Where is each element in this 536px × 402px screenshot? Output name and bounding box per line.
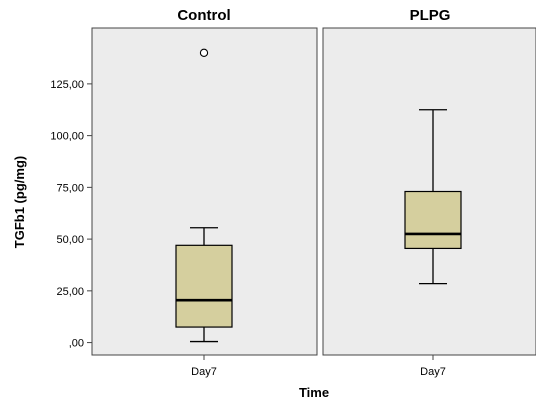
y-tick-label-4: 100,00 [50, 131, 84, 143]
y-tick-label-2: 50,00 [56, 234, 84, 246]
y-tick-label-3: 75,00 [56, 182, 84, 194]
control-category-label: Day7 [191, 366, 217, 378]
x-axis-title: Time [299, 385, 329, 400]
y-tick-label-5: 125,00 [50, 79, 84, 91]
y-axis-ticks: ,00 25,00 50,00 75,00 100,00 125,00 [50, 79, 92, 350]
y-axis-title: TGFb1 (pg/mg) [12, 156, 27, 248]
plpg-box [404, 190, 462, 250]
y-tick-label-1: 25,00 [56, 286, 84, 298]
control-panel-title: Control [177, 7, 230, 24]
plpg-category-label: Day7 [420, 366, 446, 378]
control-outlier-0 [199, 48, 209, 57]
control-box [175, 244, 233, 328]
y-tick-label-0: ,00 [69, 338, 84, 350]
plpg-panel-title: PLPG [410, 7, 451, 24]
box-group [175, 48, 462, 343]
